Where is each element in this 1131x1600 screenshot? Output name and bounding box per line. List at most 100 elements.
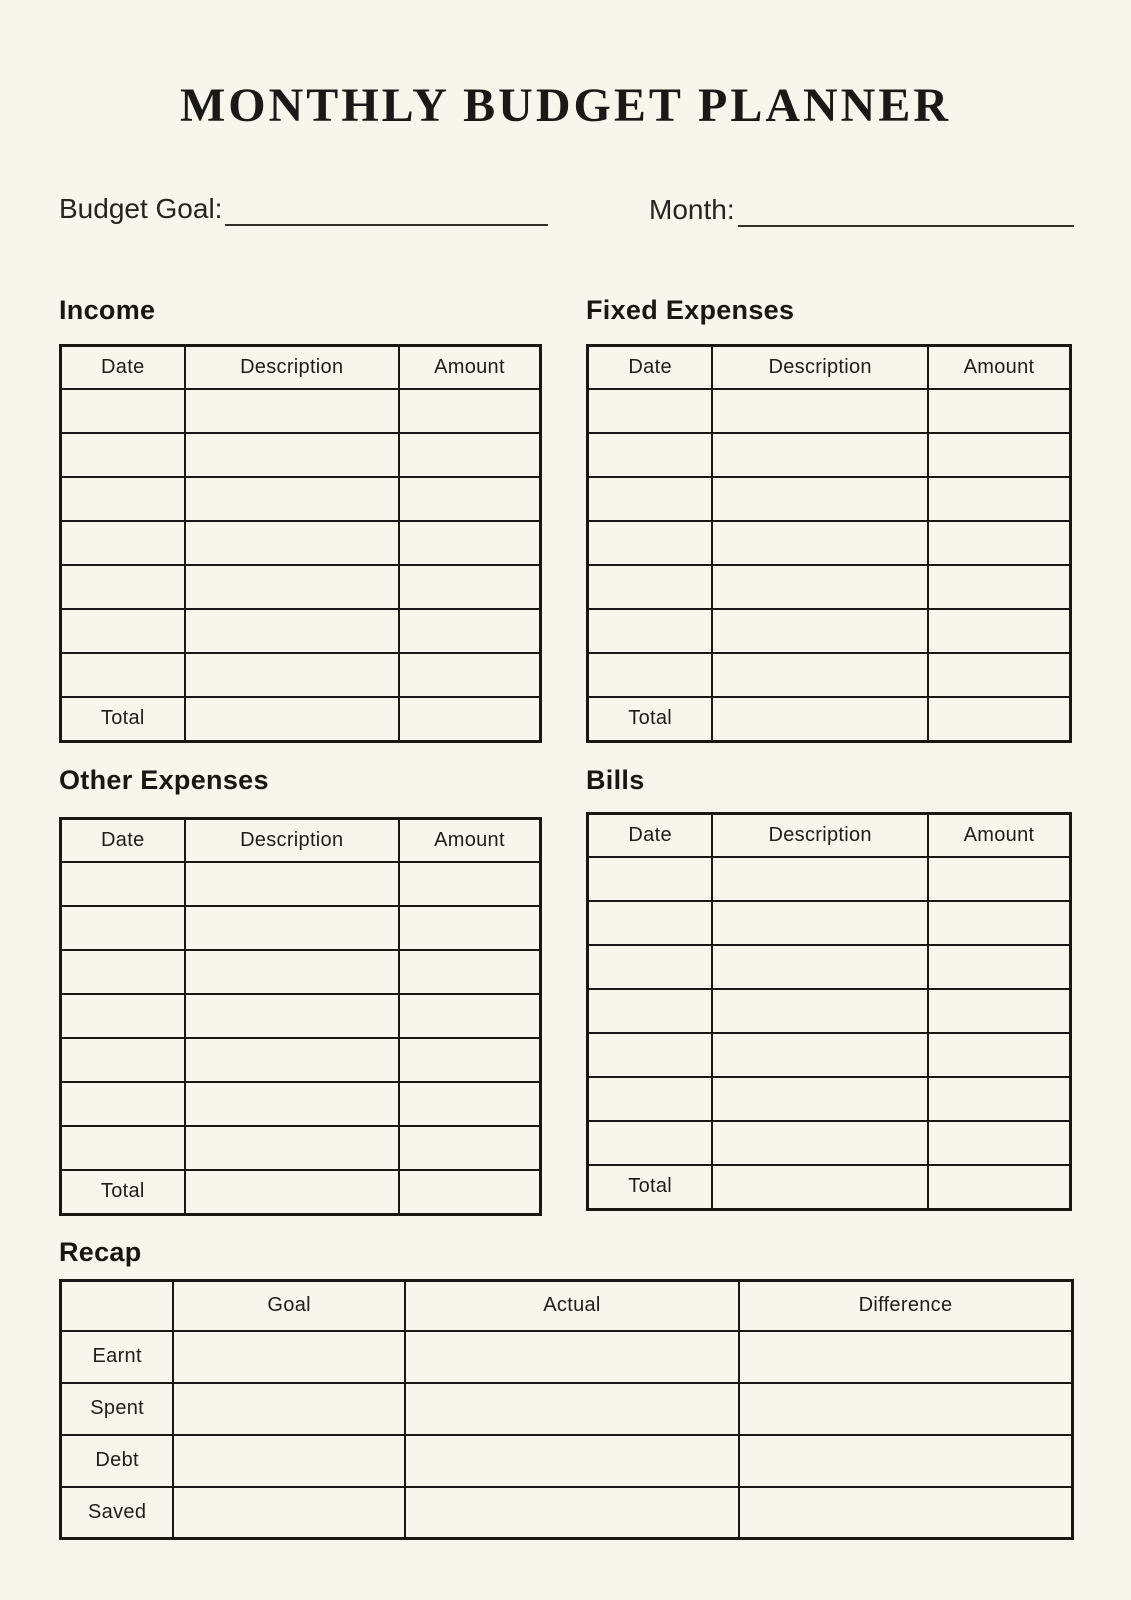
empty-cell[interactable] — [403, 1433, 740, 1488]
empty-cell[interactable] — [172, 1433, 406, 1488]
empty-cell[interactable] — [183, 695, 400, 743]
empty-cell[interactable] — [59, 431, 186, 478]
empty-cell[interactable] — [397, 563, 542, 610]
empty-cell[interactable] — [183, 607, 400, 654]
empty-cell[interactable] — [711, 475, 930, 522]
empty-cell[interactable] — [59, 1124, 186, 1171]
empty-cell[interactable] — [586, 431, 714, 478]
empty-cell[interactable] — [586, 987, 714, 1034]
empty-cell[interactable] — [586, 607, 714, 654]
empty-cell[interactable] — [403, 1381, 740, 1436]
empty-cell[interactable] — [711, 607, 930, 654]
empty-cell[interactable] — [737, 1433, 1074, 1488]
empty-cell[interactable] — [59, 860, 186, 907]
empty-cell[interactable] — [397, 607, 542, 654]
empty-cell[interactable] — [183, 904, 400, 951]
empty-cell[interactable] — [586, 563, 714, 610]
empty-cell[interactable] — [59, 992, 186, 1039]
empty-cell[interactable] — [397, 1124, 542, 1171]
empty-cell[interactable] — [586, 1075, 714, 1122]
empty-cell[interactable] — [711, 695, 930, 743]
empty-cell[interactable] — [586, 855, 714, 902]
empty-cell[interactable] — [172, 1381, 406, 1436]
empty-cell[interactable] — [59, 519, 186, 566]
empty-cell[interactable] — [586, 1031, 714, 1078]
empty-cell[interactable] — [711, 1031, 930, 1078]
empty-cell[interactable] — [397, 1168, 542, 1216]
empty-cell[interactable] — [927, 695, 1072, 743]
empty-cell[interactable] — [927, 563, 1072, 610]
empty-cell[interactable] — [711, 651, 930, 698]
empty-cell[interactable] — [737, 1485, 1074, 1540]
empty-cell[interactable] — [183, 860, 400, 907]
empty-cell[interactable] — [59, 563, 186, 610]
empty-cell[interactable] — [711, 987, 930, 1034]
empty-cell[interactable] — [403, 1485, 740, 1540]
month-input-line[interactable] — [737, 195, 1074, 227]
empty-cell[interactable] — [183, 475, 400, 522]
empty-cell[interactable] — [711, 519, 930, 566]
empty-cell[interactable] — [927, 519, 1072, 566]
empty-cell[interactable] — [711, 899, 930, 946]
empty-cell[interactable] — [59, 1080, 186, 1127]
empty-cell[interactable] — [183, 519, 400, 566]
empty-cell[interactable] — [59, 387, 186, 434]
empty-cell[interactable] — [403, 1329, 740, 1384]
empty-cell[interactable] — [59, 1036, 186, 1083]
empty-cell[interactable] — [183, 948, 400, 995]
empty-cell[interactable] — [397, 475, 542, 522]
empty-cell[interactable] — [927, 1163, 1072, 1211]
empty-cell[interactable] — [711, 855, 930, 902]
empty-cell[interactable] — [927, 899, 1072, 946]
empty-cell[interactable] — [183, 1036, 400, 1083]
empty-cell[interactable] — [183, 651, 400, 698]
empty-cell[interactable] — [927, 943, 1072, 990]
empty-cell[interactable] — [927, 651, 1072, 698]
empty-cell[interactable] — [586, 1119, 714, 1166]
empty-cell[interactable] — [927, 387, 1072, 434]
empty-cell[interactable] — [711, 1075, 930, 1122]
empty-cell[interactable] — [183, 1124, 400, 1171]
empty-cell[interactable] — [711, 431, 930, 478]
empty-cell[interactable] — [397, 431, 542, 478]
empty-cell[interactable] — [183, 1168, 400, 1216]
empty-cell[interactable] — [737, 1381, 1074, 1436]
empty-cell[interactable] — [183, 992, 400, 1039]
empty-cell[interactable] — [586, 651, 714, 698]
empty-cell[interactable] — [183, 563, 400, 610]
empty-cell[interactable] — [927, 1031, 1072, 1078]
empty-cell[interactable] — [397, 1036, 542, 1083]
empty-cell[interactable] — [183, 1080, 400, 1127]
empty-cell[interactable] — [397, 651, 542, 698]
empty-cell[interactable] — [927, 431, 1072, 478]
empty-cell[interactable] — [397, 992, 542, 1039]
empty-cell[interactable] — [586, 943, 714, 990]
empty-cell[interactable] — [397, 948, 542, 995]
budget-goal-input-line[interactable] — [225, 194, 548, 226]
empty-cell[interactable] — [586, 387, 714, 434]
empty-cell[interactable] — [737, 1329, 1074, 1384]
empty-cell[interactable] — [927, 1119, 1072, 1166]
empty-cell[interactable] — [586, 519, 714, 566]
empty-cell[interactable] — [397, 695, 542, 743]
empty-cell[interactable] — [397, 904, 542, 951]
empty-cell[interactable] — [59, 475, 186, 522]
empty-cell[interactable] — [927, 1075, 1072, 1122]
empty-cell[interactable] — [711, 1119, 930, 1166]
empty-cell[interactable] — [397, 860, 542, 907]
empty-cell[interactable] — [59, 904, 186, 951]
empty-cell[interactable] — [711, 943, 930, 990]
empty-cell[interactable] — [172, 1485, 406, 1540]
empty-cell[interactable] — [59, 651, 186, 698]
empty-cell[interactable] — [927, 987, 1072, 1034]
empty-cell[interactable] — [586, 475, 714, 522]
empty-cell[interactable] — [183, 387, 400, 434]
empty-cell[interactable] — [183, 431, 400, 478]
empty-cell[interactable] — [927, 475, 1072, 522]
empty-cell[interactable] — [59, 948, 186, 995]
empty-cell[interactable] — [711, 563, 930, 610]
empty-cell[interactable] — [59, 607, 186, 654]
empty-cell[interactable] — [397, 1080, 542, 1127]
empty-cell[interactable] — [927, 607, 1072, 654]
empty-cell[interactable] — [586, 899, 714, 946]
